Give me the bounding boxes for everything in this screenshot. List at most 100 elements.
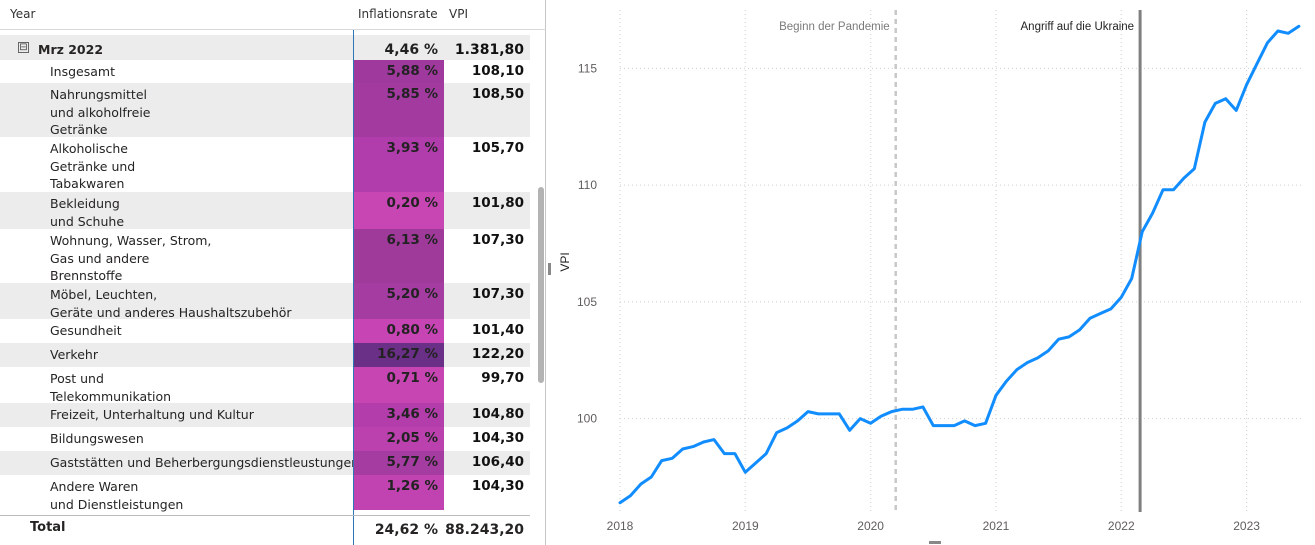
category-label-line: und Schuhe xyxy=(50,213,125,229)
category-label: Post und Telekommunikation xyxy=(50,370,171,405)
vpi-value: 106,40 xyxy=(471,454,524,470)
y-axis-label: VPI xyxy=(558,252,572,271)
group-inflation: 4,46 % xyxy=(384,42,438,58)
vpi-value: 108,50 xyxy=(471,86,524,102)
category-label: Nahrungsmittel und alkoholfreie Getränke xyxy=(50,86,151,139)
category-label: Andere Waren und Dienstleistungen xyxy=(50,478,183,513)
y-tick-label: 100 xyxy=(577,412,597,426)
inflation-cell: 5,20 % xyxy=(354,283,444,319)
vpi-value: 105,70 xyxy=(471,140,524,156)
category-label: Bildungswesen xyxy=(50,430,144,448)
table-row[interactable]: Bildungswesen 2,05 % 104,30 xyxy=(0,427,530,451)
inflation-value: 3,93 % xyxy=(386,140,438,156)
category-label: Möbel, Leuchten, Geräte und anderes Haush… xyxy=(50,286,292,321)
category-label: Gesundheit xyxy=(50,322,122,340)
x-tick-label: 2023 xyxy=(1233,519,1260,533)
group-row[interactable]: ⊟ Mrz 2022 4,46 % 1.381,80 xyxy=(0,35,530,60)
table-row[interactable]: Bekleidung und Schuhe 0,20 % 101,80 xyxy=(0,192,530,229)
table-row[interactable]: Andere Waren und Dienstleistungen 1,26 % 10… xyxy=(0,475,530,513)
category-label: Verkehr xyxy=(50,346,98,364)
category-label-line: Andere Waren xyxy=(50,479,139,494)
table-row[interactable]: Verkehr 16,27 % 122,20 xyxy=(0,343,530,367)
category-label-line: Gaststätten und Beherbergungsdienstleust… xyxy=(50,455,360,470)
total-inflation: 24,62 % xyxy=(374,522,438,538)
vpi-value: 104,30 xyxy=(471,478,524,494)
vpi-value: 104,80 xyxy=(471,406,524,422)
vpi-value: 107,30 xyxy=(471,286,524,302)
category-label-line: Verkehr xyxy=(50,347,98,362)
category-label-line: Brennstoffe xyxy=(50,268,123,283)
inflation-value: 1,26 % xyxy=(386,478,438,494)
category-label-line: Bekleidung xyxy=(50,196,120,211)
x-tick-label: 2018 xyxy=(607,519,634,533)
column-divider xyxy=(353,30,354,545)
category-label-line: Alkoholische xyxy=(50,141,128,156)
total-vpi: 88.243,20 xyxy=(445,522,524,538)
y-tick-label: 110 xyxy=(578,178,597,192)
inflation-cell: 0,20 % xyxy=(354,192,444,229)
group-label: Mrz 2022 xyxy=(38,42,104,57)
inflation-value: 0,80 % xyxy=(386,322,438,338)
inflation-value: 2,05 % xyxy=(386,430,438,446)
resize-handle-bottom[interactable] xyxy=(929,541,941,544)
inflation-cell: 3,46 % xyxy=(354,403,444,427)
group-vpi: 1.381,80 xyxy=(454,42,524,58)
vertical-scrollbar[interactable] xyxy=(538,187,544,383)
category-label-line: Wohnung, Wasser, Strom, xyxy=(50,233,212,248)
annotation-label: Beginn der Pandemie xyxy=(779,21,890,33)
category-label-line: Getränke xyxy=(50,122,108,137)
category-label: Insgesamt xyxy=(50,63,115,81)
group-inflation-cell: 4,46 % xyxy=(354,35,444,60)
table-row[interactable]: Gaststätten und Beherbergungsdienstleust… xyxy=(0,451,530,475)
vpi-value: 122,20 xyxy=(471,346,524,362)
category-label: Gaststätten und Beherbergungsdienstleust… xyxy=(50,454,359,472)
category-label-line: Telekommunikation xyxy=(50,388,172,404)
table-row[interactable]: Möbel, Leuchten, Geräte und anderes Haush… xyxy=(0,283,530,321)
category-label-line: Gesundheit xyxy=(50,323,122,338)
inflation-cell: 0,80 % xyxy=(354,319,444,343)
annotation-label: Angriff auf die Ukraine xyxy=(1021,21,1135,33)
inflation-cell: 3,93 % xyxy=(354,137,444,192)
y-tick-label: 105 xyxy=(577,295,597,309)
table-row[interactable]: Wohnung, Wasser, Strom, Gas und andere Bre… xyxy=(0,229,530,283)
inflation-cell: 5,88 % xyxy=(354,60,444,83)
table-row[interactable]: Nahrungsmittel und alkoholfreie Getränke 5,… xyxy=(0,83,530,137)
inflation-cell: 0,71 % xyxy=(354,367,444,403)
matrix-header: Year Inflationsrate VPI xyxy=(0,0,546,30)
x-tick-label: 2020 xyxy=(857,519,884,533)
header-year[interactable]: Year xyxy=(10,7,36,21)
inflation-value: 5,77 % xyxy=(386,454,438,470)
total-row: Total 24,62 % 88.243,20 xyxy=(0,515,530,545)
collapse-icon[interactable]: ⊟ xyxy=(18,42,29,53)
total-label: Total xyxy=(30,520,66,535)
table-row[interactable]: Alkoholische Getränke und Tabakwaren 3,93 %… xyxy=(0,137,530,192)
x-tick-label: 2021 xyxy=(983,519,1010,533)
category-label: Wohnung, Wasser, Strom, Gas und andere Bre… xyxy=(50,232,211,285)
category-label-line: Bildungswesen xyxy=(50,431,144,446)
category-label-line: Möbel, Leuchten, xyxy=(50,287,158,302)
vpi-value: 99,70 xyxy=(481,370,524,386)
category-label-line: Nahrungsmittel xyxy=(50,87,147,102)
category-label-line: Tabakwaren xyxy=(50,176,125,191)
table-row[interactable]: Freizeit, Unterhaltung und Kultur 3,46 % 1… xyxy=(0,403,530,427)
y-tick-label: 115 xyxy=(578,61,597,75)
inflation-cell: 2,05 % xyxy=(354,427,444,451)
category-label-line: Insgesamt xyxy=(50,64,115,79)
table-row[interactable]: Post und Telekommunikation 0,71 % 99,70 xyxy=(0,367,530,405)
header-vpi[interactable]: VPI xyxy=(449,7,468,21)
x-tick-label: 2019 xyxy=(732,519,759,533)
category-label: Alkoholische Getränke und Tabakwaren xyxy=(50,140,135,193)
header-inflation[interactable]: Inflationsrate xyxy=(358,7,438,21)
table-row[interactable]: Gesundheit 0,80 % 101,40 xyxy=(0,319,530,343)
inflation-value: 0,20 % xyxy=(386,195,438,211)
category-label-line: und alkoholfreie xyxy=(50,104,151,120)
inflation-value: 3,46 % xyxy=(386,406,438,422)
inflation-cell: 5,85 % xyxy=(354,83,444,137)
inflation-value: 5,85 % xyxy=(386,86,438,102)
vpi-value: 101,40 xyxy=(471,322,524,338)
category-label-line: Getränke und xyxy=(50,158,136,174)
resize-handle-left[interactable] xyxy=(548,263,551,275)
inflation-cell: 1,26 % xyxy=(354,475,444,510)
table-row[interactable]: Insgesamt 5,88 % 108,10 xyxy=(0,60,530,83)
category-label: Bekleidung und Schuhe xyxy=(50,195,124,230)
